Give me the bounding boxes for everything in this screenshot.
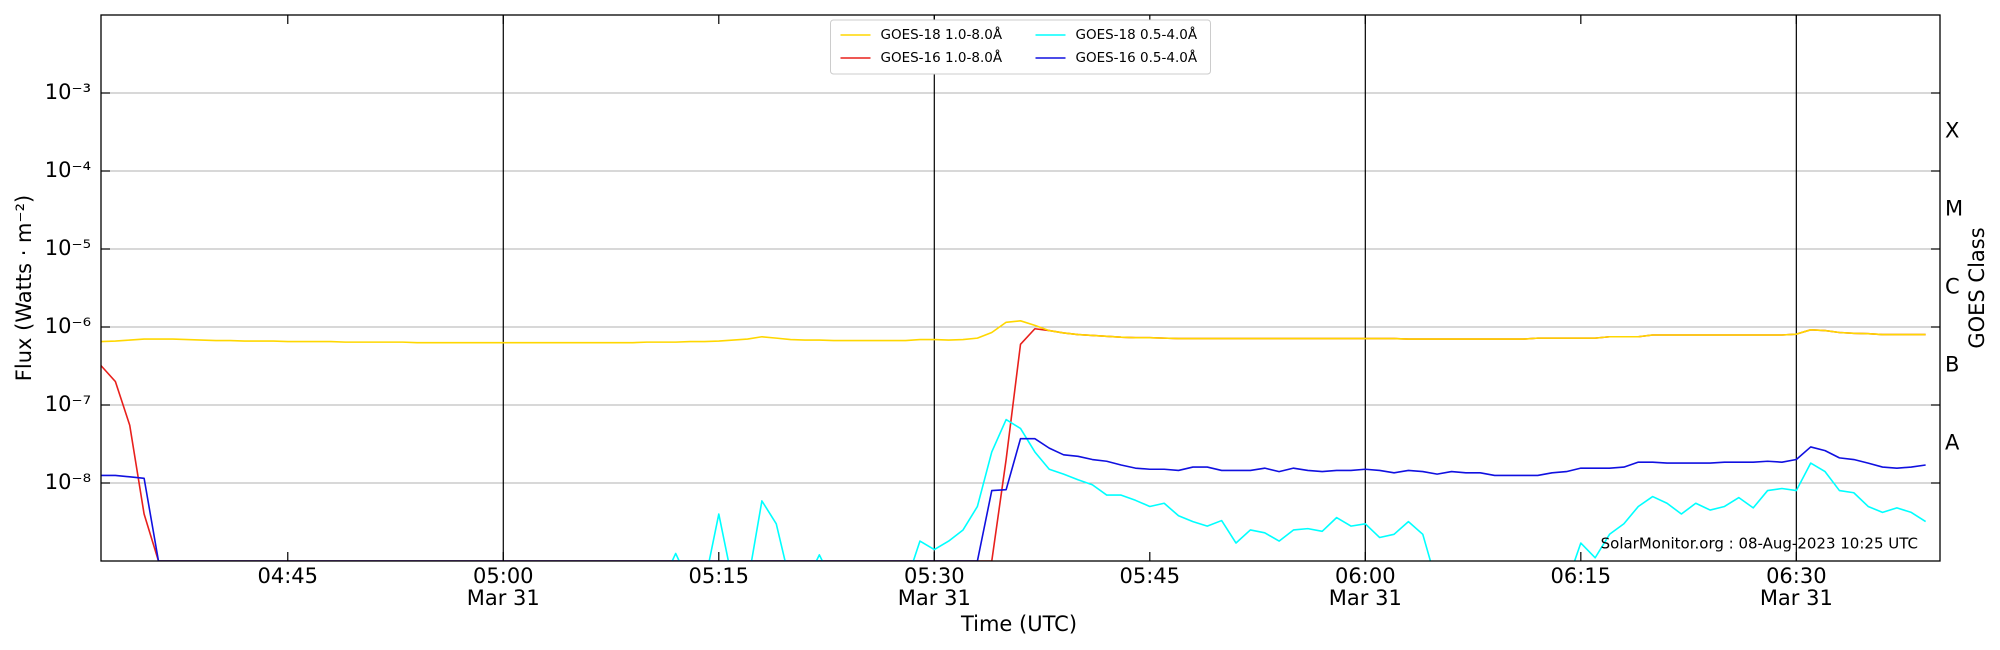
x-axis-label: Time (UTC) [960, 612, 1077, 636]
x-tick-label: 06:15 [1551, 564, 1612, 588]
y2-tick-label: C [1945, 275, 1960, 299]
y-tick-label: 10⁻⁵ [45, 236, 91, 260]
y2-tick-label: B [1945, 353, 1959, 377]
x-tick-label: 06:30 [1766, 564, 1827, 588]
annotation: SolarMonitor.org : 08-Aug-2023 10:25 UTC [1601, 535, 1918, 553]
x-tick-label: 05:00 [473, 564, 534, 588]
y2-axis-label: GOES Class [1965, 227, 1989, 348]
series-line [101, 320, 1926, 344]
x-tick-label: 05:45 [1120, 564, 1181, 588]
legend-label: GOES-18 0.5-4.0Å [1076, 26, 1198, 43]
grid [101, 15, 1940, 561]
legend-label: GOES-16 1.0-8.0Å [881, 49, 1003, 66]
y-tick-label: 10⁻⁶ [45, 314, 91, 338]
x-tick-label: Mar 31 [467, 586, 540, 610]
y2-tick-label: X [1945, 119, 1959, 143]
y-tick-label: 10⁻⁴ [45, 158, 91, 182]
x-tick-label: Mar 31 [1760, 586, 1833, 610]
series-line [671, 418, 1927, 561]
x-tick-label: Mar 31 [1329, 586, 1402, 610]
legend-label: GOES-18 1.0-8.0Å [881, 26, 1003, 43]
x-tick-label: 05:30 [904, 564, 965, 588]
y-tick-label: 10⁻⁷ [45, 392, 91, 416]
x-tick-label: 06:00 [1335, 564, 1396, 588]
x-tick-label: Mar 31 [898, 586, 971, 610]
plot-frame [100, 14, 1941, 562]
y-tick-label: 10⁻³ [45, 80, 91, 104]
y2-tick-label: M [1945, 197, 1963, 221]
legend-box [830, 19, 1211, 75]
y-axis-label: Flux (Watts · m⁻²) [12, 195, 36, 381]
y-tick-label: 10⁻⁸ [45, 470, 91, 494]
plot-lines [101, 320, 1927, 561]
legend-label: GOES-16 0.5-4.0Å [1076, 49, 1198, 66]
x-tick-label: 05:15 [689, 564, 750, 588]
series-line [101, 437, 1926, 561]
y2-tick-label: A [1945, 431, 1960, 455]
x-tick-label: 04:45 [258, 564, 319, 588]
